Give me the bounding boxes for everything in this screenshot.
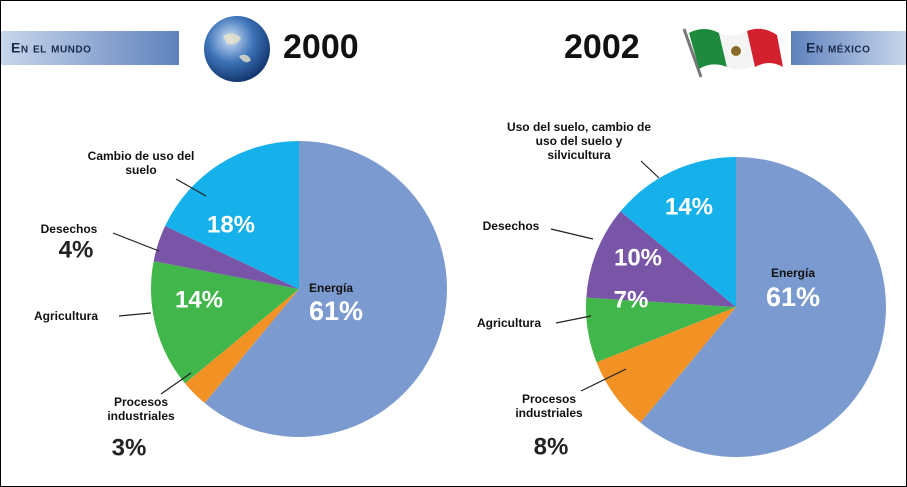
chart-title: 2000 xyxy=(283,28,359,66)
value-label: 18% xyxy=(207,211,255,238)
value-label: 8% xyxy=(534,433,569,460)
value-label: 61% xyxy=(766,282,820,312)
header-bar xyxy=(791,31,906,65)
category-label: Energía xyxy=(308,281,353,295)
globe-land xyxy=(223,33,251,63)
chart-title: 2002 xyxy=(564,28,640,66)
pie-slice xyxy=(640,156,887,458)
value-label: 10% xyxy=(614,244,662,271)
leader-line xyxy=(550,228,594,240)
leader-line xyxy=(118,312,152,317)
leader-line xyxy=(580,368,627,392)
category-label: Cambio de uso del suelo xyxy=(87,149,195,177)
category-label: Agricultura xyxy=(33,309,98,323)
pie-slice xyxy=(184,289,299,404)
region-label: En el mundo xyxy=(11,40,91,56)
pie-slice xyxy=(204,141,447,437)
leader-line xyxy=(640,160,660,179)
leader-line xyxy=(555,315,592,324)
category-label: Energía xyxy=(770,266,815,280)
pie-slice xyxy=(586,297,736,363)
leader-line xyxy=(112,232,160,252)
value-label: 7% xyxy=(614,286,649,313)
value-label: 61% xyxy=(309,296,363,326)
pie-slice xyxy=(153,225,299,289)
category-label: Procesos industriales xyxy=(107,395,175,423)
region-label: En méxico xyxy=(806,40,870,56)
value-label: 14% xyxy=(175,286,223,313)
category-label: Procesos industriales xyxy=(515,392,583,420)
header-bar xyxy=(1,31,179,65)
category-label: Agricultura xyxy=(476,316,541,330)
pie-slice xyxy=(586,211,736,307)
leader-line xyxy=(160,372,192,395)
category-label: Uso del suelo, cambio de uso del suelo y… xyxy=(506,120,652,162)
value-label: 14% xyxy=(665,193,713,220)
pie-slice xyxy=(596,307,736,423)
pie-slice xyxy=(151,261,299,384)
pie-slice xyxy=(165,141,299,289)
leader-line xyxy=(175,178,207,197)
value-label: 3% xyxy=(112,434,147,461)
category-label: Desechos xyxy=(40,222,98,236)
value-label: 4% xyxy=(59,236,94,263)
flag-icon xyxy=(682,28,783,78)
globe-icon xyxy=(204,16,270,82)
pie-slice xyxy=(620,157,736,307)
category-label: Desechos xyxy=(482,219,540,233)
